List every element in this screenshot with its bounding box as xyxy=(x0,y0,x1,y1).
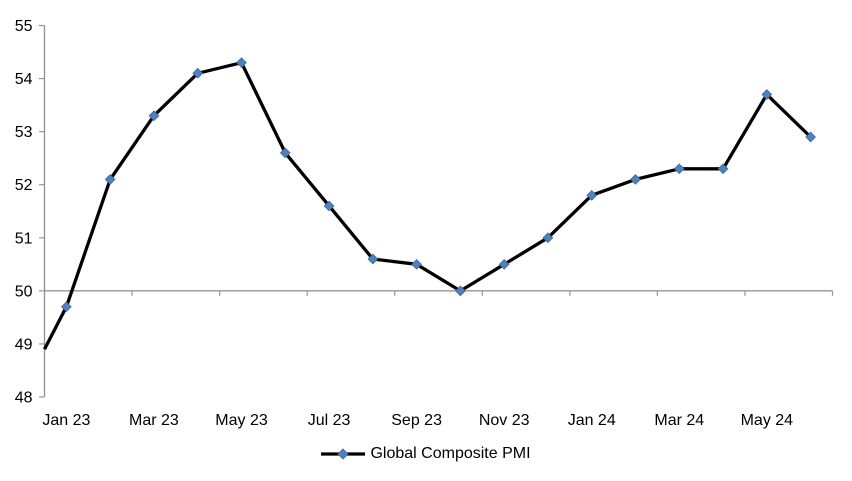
y-axis-label: 52 xyxy=(15,177,33,194)
x-axis-label: Jan 23 xyxy=(42,412,90,429)
x-axis-label: May 24 xyxy=(741,412,794,429)
x-axis-label: Mar 24 xyxy=(654,412,704,429)
x-axis-label: Jul 23 xyxy=(308,412,351,429)
pmi-series-line xyxy=(43,61,812,350)
x-axis-label: Jan 24 xyxy=(568,412,616,429)
data-point-marker xyxy=(323,200,335,212)
data-point-marker xyxy=(192,67,204,79)
data-point-marker xyxy=(279,147,291,159)
data-point-marker xyxy=(673,163,685,175)
x-axis-label: May 23 xyxy=(215,412,268,429)
y-axis-label: 55 xyxy=(15,18,33,35)
y-axis-label: 53 xyxy=(15,124,33,141)
data-point-marker xyxy=(61,301,72,313)
data-point-marker xyxy=(542,232,554,244)
data-point-marker xyxy=(104,174,116,185)
data-point-marker xyxy=(805,131,816,143)
data-point-marker xyxy=(148,110,160,122)
y-axis-label: 49 xyxy=(15,336,33,353)
chart-legend: Global Composite PMI xyxy=(0,444,852,464)
legend-line-marker-icon xyxy=(321,448,366,460)
data-point-marker xyxy=(236,57,247,69)
data-point-marker xyxy=(761,89,773,100)
data-point-marker xyxy=(586,189,598,201)
data-point-marker xyxy=(411,258,422,270)
legend-diamond-marker-icon xyxy=(337,448,350,460)
x-axis-label: Sep 23 xyxy=(391,412,442,429)
y-axis-label: 48 xyxy=(15,390,33,407)
y-axis-label: 54 xyxy=(15,71,33,88)
y-axis-label: 51 xyxy=(15,230,33,247)
legend-label: Global Composite PMI xyxy=(370,445,531,462)
data-point-marker xyxy=(367,253,379,265)
y-axis-label: 50 xyxy=(15,283,33,300)
data-point-marker xyxy=(717,163,729,175)
data-point-marker xyxy=(630,174,641,185)
x-axis-label: Nov 23 xyxy=(479,412,530,429)
x-axis-label: Mar 23 xyxy=(129,412,179,429)
data-point-marker xyxy=(498,258,510,270)
data-point-marker xyxy=(455,285,466,297)
